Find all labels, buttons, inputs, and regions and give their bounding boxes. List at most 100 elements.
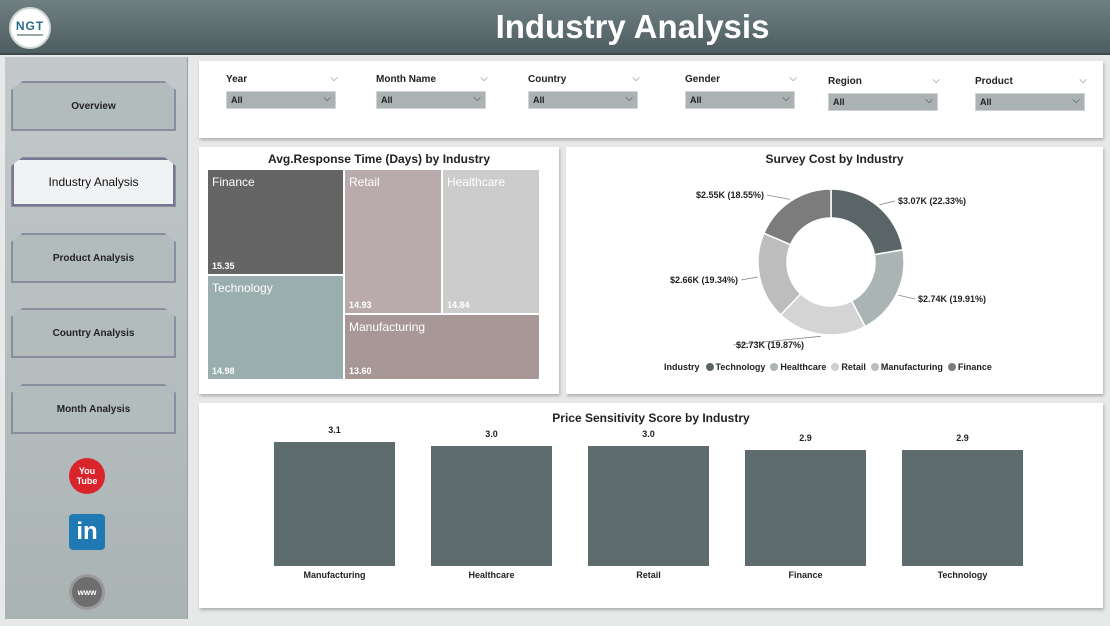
legend-label-manufacturing: Manufacturing [880,362,943,372]
bar-category-label: Finance [788,570,823,580]
legend-item-technology[interactable]: Technology [705,362,765,372]
response-time-treemap-card: Avg.Response Time (Days) by Industry Fin… [199,147,559,394]
treemap-value-finance: 15.35 [212,261,235,271]
nav-country-analysis-button[interactable]: Country Analysis [11,308,176,358]
youtube-icon[interactable]: You Tube [69,458,105,494]
chevron-down-icon: ⌵ [323,93,331,104]
filter-region: Region ⌵ All ⌵ [828,75,940,111]
product-dropdown[interactable]: All ⌵ [975,93,1085,111]
filter-month-name: Month Name ⌵ All ⌵ [376,73,488,109]
treemap-cell-technology[interactable]: Technology 14.98 [208,276,343,379]
nav-industry-analysis-button[interactable]: Industry Analysis [11,157,176,207]
filter-gender-label: Gender [685,74,721,85]
bar-chart-title: Price Sensitivity Score by Industry [552,411,750,425]
chevron-down-icon[interactable]: ⌵ [330,73,338,84]
legend-item-healthcare[interactable]: Healthcare [770,362,826,372]
legend-dot-retail [831,363,840,371]
sidebar: Overview Industry Analysis Product Analy… [5,57,188,619]
treemap-label-technology: Technology [212,281,273,295]
bar-category-label: Manufacturing [303,570,366,580]
treemap-label-finance: Finance [212,175,255,189]
month-name-dropdown[interactable]: All ⌵ [376,91,486,109]
filter-gender: Gender ⌵ All ⌵ [685,73,797,109]
filter-region-label: Region [828,76,862,87]
bar-value-label: 3.1 [328,425,341,435]
chevron-down-icon[interactable]: ⌵ [1079,75,1087,86]
filter-panel: Year ⌵ All ⌵ Month Name ⌵ All ⌵ Country … [199,61,1103,138]
legend-label-retail: Retail [841,362,866,372]
country-dropdown[interactable]: All ⌵ [528,91,638,109]
region-dropdown-value: All [833,97,845,107]
filter-country: Country ⌵ All ⌵ [528,73,640,109]
legend-item-finance[interactable]: Finance [947,362,992,372]
treemap-label-manufacturing: Manufacturing [349,320,426,334]
bar-category-label: Retail [636,570,661,580]
chevron-down-icon[interactable]: ⌵ [932,75,940,86]
filter-product: Product ⌵ All ⌵ [975,75,1087,111]
website-globe-icon[interactable]: www [69,574,105,610]
treemap-cell-finance[interactable]: Finance 15.35 [208,170,343,274]
logo-text: NGT [15,19,45,33]
legend-item-manufacturing[interactable]: Manufacturing [870,362,943,372]
chevron-down-icon: ⌵ [925,95,933,106]
website-text: www [77,587,97,597]
survey-cost-donut-card: Survey Cost by Industry [566,147,1103,394]
filter-month-name-label: Month Name [376,74,436,85]
treemap-label-healthcare: Healthcare [447,175,506,189]
bar-retail[interactable] [588,446,709,566]
nav-product-analysis-label: Product Analysis [52,252,135,264]
year-dropdown[interactable]: All ⌵ [226,91,336,109]
bar-healthcare[interactable] [431,446,552,566]
bar-technology[interactable] [902,450,1023,566]
donut-legend: Industry Technology Healthcare Retail Ma… [664,362,997,372]
linkedin-icon[interactable]: in [69,514,105,550]
treemap-title: Avg.Response Time (Days) by Industry [267,152,491,166]
bar-category-label: Healthcare [468,570,515,580]
bar-finance[interactable] [745,450,866,566]
region-dropdown[interactable]: All ⌵ [828,93,938,111]
legend-item-retail[interactable]: Retail [831,362,866,372]
chevron-down-icon[interactable]: ⌵ [480,73,488,84]
product-dropdown-value: All [980,97,992,107]
nav-month-analysis-button[interactable]: Month Analysis [11,384,176,434]
nav-overview-button[interactable]: Overview [11,81,176,131]
treemap-cell-healthcare[interactable]: Healthcare 14.84 [443,170,539,313]
bar-category-label: Technology [937,570,988,580]
nav-month-analysis-label: Month Analysis [56,403,131,415]
linkedin-text: in [76,518,98,545]
donut-title: Survey Cost by Industry [765,152,904,166]
nav-product-analysis-button[interactable]: Product Analysis [11,233,176,283]
gender-dropdown[interactable]: All ⌵ [685,91,795,109]
legend-dot-healthcare [770,363,779,371]
treemap-cell-retail[interactable]: Retail 14.93 [345,170,441,313]
country-dropdown-value: All [533,95,545,105]
legend-title: Industry [664,362,700,372]
legend-label-finance: Finance [957,362,992,372]
filter-country-label: Country [528,74,567,85]
filter-product-label: Product [975,76,1013,87]
legend-dot-finance [947,363,956,371]
treemap-value-healthcare: 14.84 [447,300,470,310]
treemap-cell-manufacturing[interactable]: Manufacturing 13.60 [345,315,539,379]
nav-overview-label: Overview [71,100,116,112]
month-name-dropdown-value: All [381,95,393,105]
treemap-value-retail: 14.93 [349,300,372,310]
treemap-value-technology: 14.98 [212,366,235,376]
bar-value-label: 2.9 [956,433,969,443]
nav-country-analysis-label: Country Analysis [52,327,135,339]
chevron-down-icon: ⌵ [782,93,790,104]
treemap-value-manufacturing: 13.60 [349,366,372,376]
chevron-down-icon[interactable]: ⌵ [632,73,640,84]
gender-dropdown-value: All [690,95,702,105]
chevron-down-icon[interactable]: ⌵ [789,73,797,84]
year-dropdown-value: All [231,95,243,105]
treemap-label-retail: Retail [349,175,380,189]
legend-dot-manufacturing [870,363,879,371]
bar-manufacturing[interactable] [274,442,395,566]
bar-value-label: 3.0 [485,429,498,439]
chevron-down-icon: ⌵ [625,93,633,104]
filter-year-label: Year [226,74,248,85]
filter-year: Year ⌵ All ⌵ [226,73,338,109]
company-logo: NGT [9,7,51,49]
header-bar: NGT Industry Analysis [0,0,1110,55]
